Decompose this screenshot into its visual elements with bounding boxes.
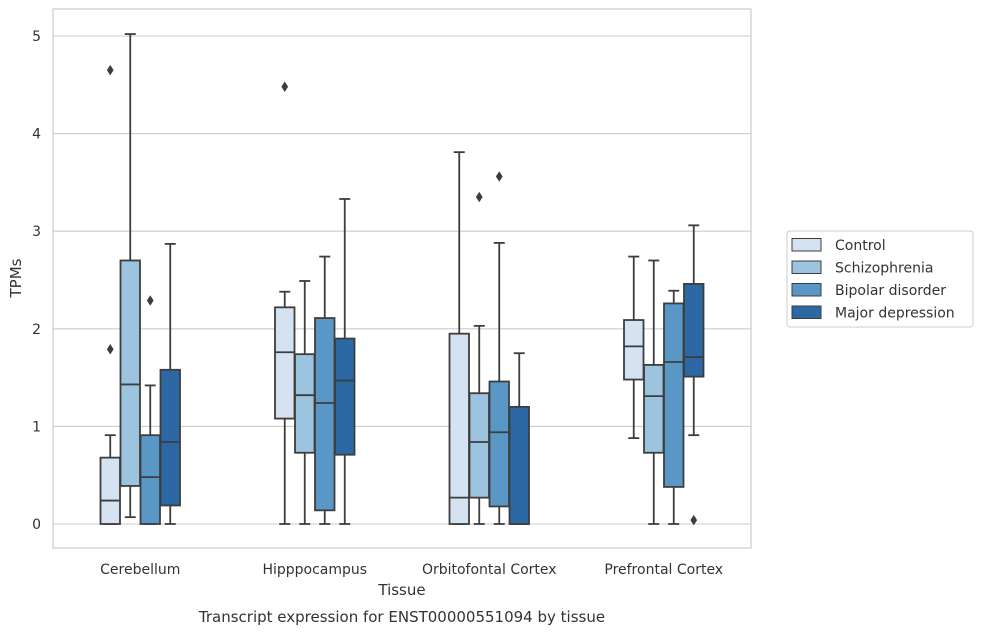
legend-swatch xyxy=(791,283,822,297)
box-iqr xyxy=(294,353,316,454)
legend-swatch xyxy=(791,305,822,319)
x-tick-label: Hipppocampus xyxy=(262,562,367,578)
box-control xyxy=(448,151,470,525)
box-iqr xyxy=(119,259,141,487)
box-iqr xyxy=(274,306,296,420)
box-series xyxy=(99,33,705,526)
y-tick-label: 3 xyxy=(32,224,41,240)
box-iqr xyxy=(508,405,530,525)
x-tick-labels: Cerebellum Hipppocampus Orbitofontal Corte… xyxy=(100,562,723,578)
outlier-point xyxy=(106,64,114,76)
legend-swatch xyxy=(791,260,822,274)
outlier-point xyxy=(106,344,114,355)
x-tick-label: Cerebellum xyxy=(100,562,180,578)
outlier-point xyxy=(281,81,289,93)
outlier-point xyxy=(495,171,503,182)
y-tick-label: 5 xyxy=(32,29,41,45)
plot-frame xyxy=(52,8,752,549)
box-major-depression xyxy=(159,242,181,525)
outlier-point xyxy=(146,295,154,306)
y-tick-label: 0 xyxy=(32,517,41,533)
outlier-point xyxy=(475,191,483,203)
box-bipolar-disorder xyxy=(663,289,685,525)
x-tick-label: Orbitofontal Cortex xyxy=(422,562,557,578)
box-bipolar-disorder xyxy=(314,255,336,525)
box-schizophrenia xyxy=(643,259,665,525)
x-tick-label: Prefrontal Cortex xyxy=(604,562,723,578)
box-iqr xyxy=(448,332,470,525)
box-control xyxy=(274,81,296,525)
legend-frame xyxy=(786,230,974,328)
box-iqr xyxy=(159,368,181,507)
y-tick-labels: 0 1 2 3 4 5 xyxy=(32,29,41,533)
x-axis-label: Tissue xyxy=(377,581,425,599)
box-iqr xyxy=(99,456,121,525)
figure-caption: Transcript expression for ENST0000055109… xyxy=(198,608,605,626)
legend-label: Bipolar disorder xyxy=(835,283,946,299)
box-control xyxy=(623,255,645,440)
box-major-depression xyxy=(508,352,530,525)
box-schizophrenia xyxy=(119,33,141,519)
legend-label: Control xyxy=(835,238,886,254)
box-iqr xyxy=(488,380,510,508)
legend: Control Schizophrenia Bipolar disorder Majo… xyxy=(786,230,974,328)
box-iqr xyxy=(663,302,685,488)
y-tick-label: 1 xyxy=(32,419,41,435)
y-tick-label: 4 xyxy=(32,127,41,143)
legend-swatch xyxy=(791,238,822,252)
box-iqr xyxy=(139,434,161,525)
box-iqr xyxy=(643,364,665,454)
y-axis-label: TPMs xyxy=(7,258,25,298)
box-iqr xyxy=(334,337,356,456)
legend-label: Schizophrenia xyxy=(835,261,933,277)
outlier-point xyxy=(690,514,698,526)
box-iqr xyxy=(623,319,645,381)
y-tick-label: 2 xyxy=(32,322,41,338)
box-iqr xyxy=(468,392,490,499)
legend-label: Major depression xyxy=(835,306,955,322)
box-major-depression xyxy=(683,224,705,526)
box-control xyxy=(99,64,121,525)
box-iqr xyxy=(314,317,336,512)
box-major-depression xyxy=(334,198,356,525)
box-iqr xyxy=(683,283,705,378)
